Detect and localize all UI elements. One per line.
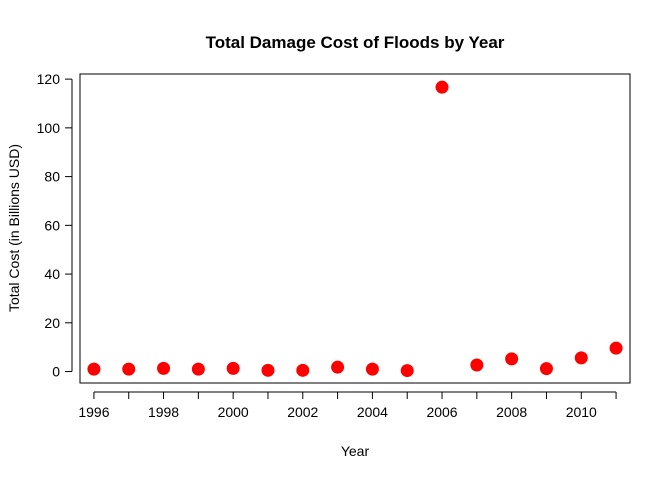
y-tick-label: 100 [37,120,61,136]
chart-title: Total Damage Cost of Floods by Year [206,33,505,52]
data-point [331,360,345,374]
x-tick-label: 2008 [496,404,527,420]
plot-frame [79,73,631,384]
x-tick-label: 2006 [426,404,457,420]
data-point [574,351,588,365]
data-point [122,362,136,376]
y-axis: 0 20 40 60 80 100 120 [37,71,73,380]
y-tick-label: 60 [44,217,60,233]
data-point [539,362,553,376]
x-tick-label: 2010 [566,404,597,420]
data-point [470,358,484,372]
data-point [296,363,310,377]
y-axis-label: Total Cost (in Billions USD) [6,144,22,312]
data-point [226,361,240,375]
data-point [87,362,101,376]
data-point [435,80,449,94]
x-tick-label: 2002 [287,404,318,420]
x-tick-label: 1996 [78,404,109,420]
data-point [157,361,171,375]
x-tick-label: 1998 [148,404,179,420]
x-axis: 1996 1998 2000 2002 2004 2006 2008 2010 [78,391,617,420]
data-point [609,341,623,355]
y-tick-label: 40 [44,266,60,282]
y-tick-label: 0 [52,364,60,380]
y-tick-label: 80 [44,169,60,185]
x-tick-label: 2000 [218,404,249,420]
x-tick-label: 2004 [357,404,388,420]
x-axis-label: Year [341,443,370,459]
y-tick-label: 120 [37,71,61,87]
data-point [505,352,519,366]
data-point [365,362,379,376]
data-points [87,80,623,378]
data-point [191,362,205,376]
y-tick-label: 20 [44,315,60,331]
data-point [261,363,275,377]
data-point [400,364,414,378]
